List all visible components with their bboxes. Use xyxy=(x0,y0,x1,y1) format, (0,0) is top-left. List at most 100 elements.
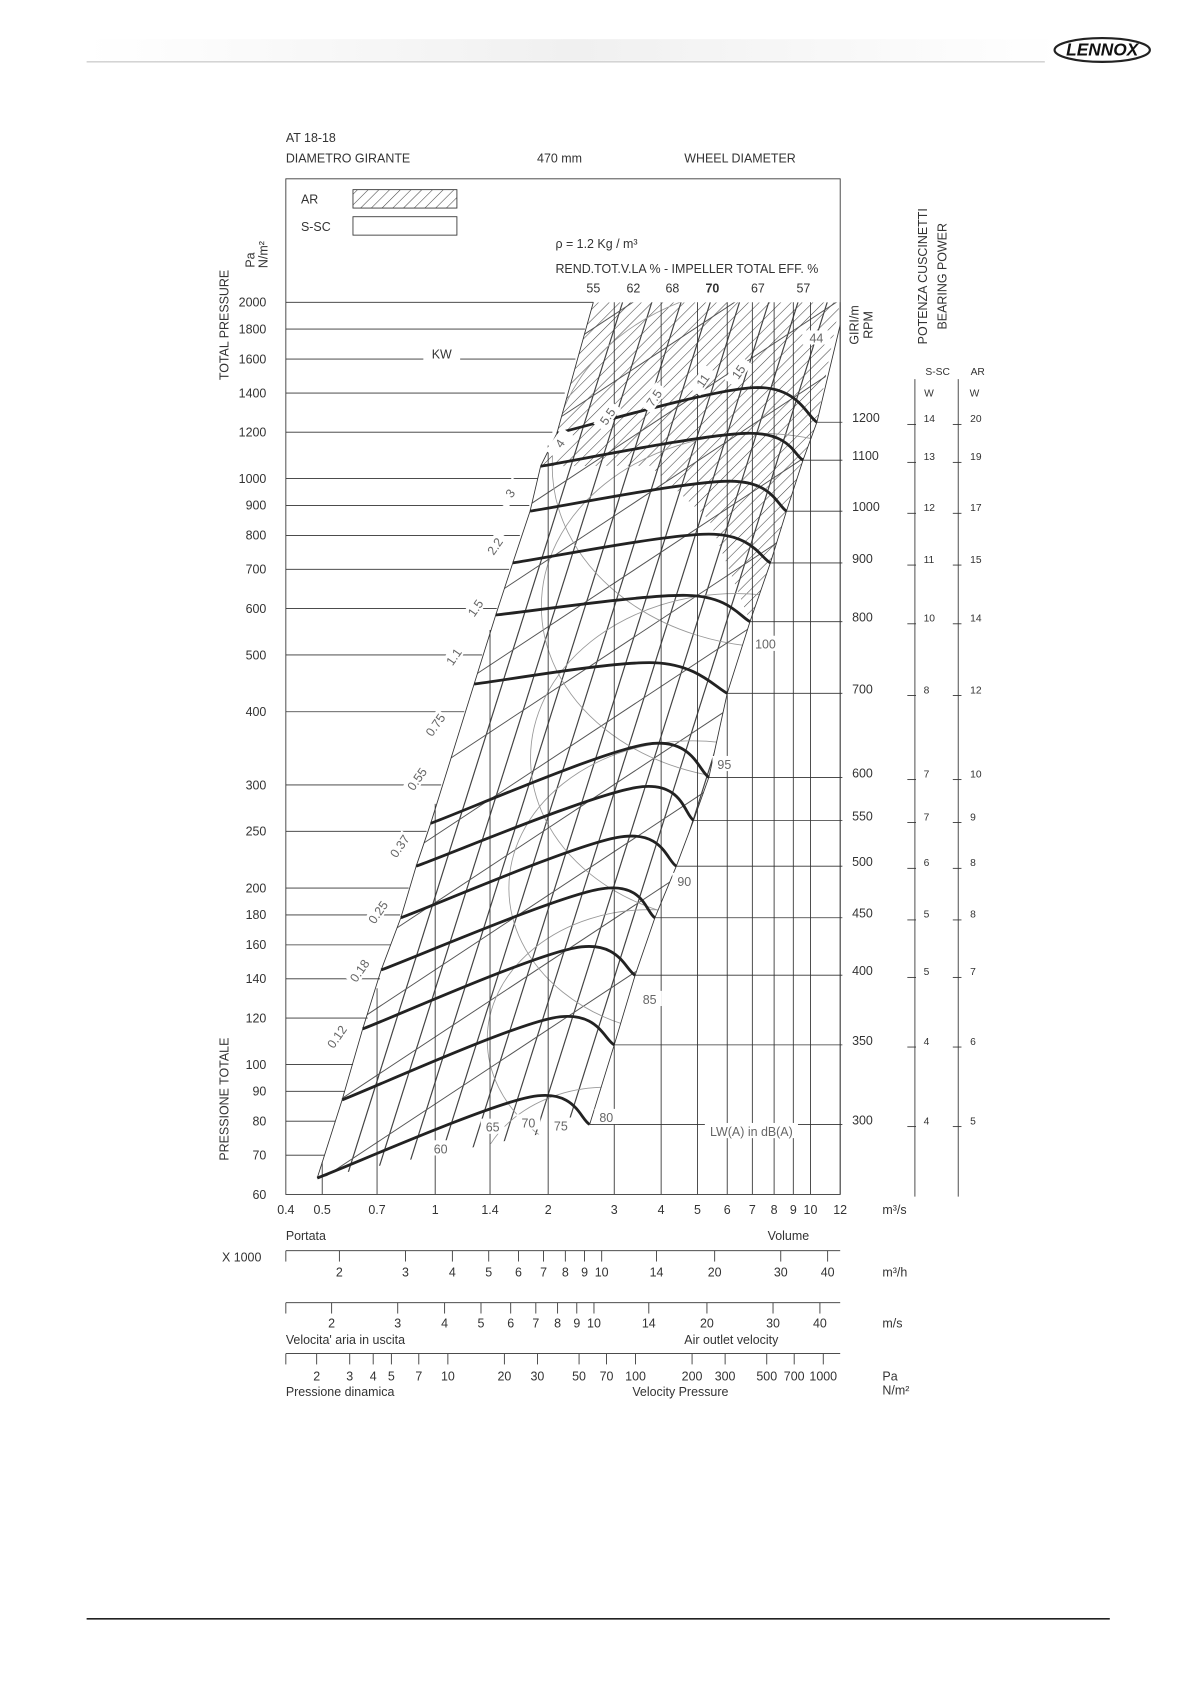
scale-tick-label: 4 xyxy=(370,1370,377,1384)
system-line xyxy=(378,302,739,1179)
scale-tick-label: 10 xyxy=(441,1370,455,1384)
label-bg xyxy=(439,640,468,673)
scale-tick-label: 3 xyxy=(394,1317,401,1331)
db-label: 100 xyxy=(755,638,776,652)
x-tick-label: 1 xyxy=(432,1203,439,1217)
y-tick-label: 700 xyxy=(246,563,267,577)
system-line xyxy=(319,302,680,1179)
bearing-ssc: 13 xyxy=(924,452,936,463)
bearing-ssc: 8 xyxy=(924,685,930,696)
scale-title: Pressione dinamica xyxy=(286,1385,395,1399)
scale-title: Velocity Pressure xyxy=(632,1385,728,1399)
label-bg xyxy=(593,400,622,432)
y-tick-label: 500 xyxy=(246,648,267,662)
scale-tick-label: 1000 xyxy=(809,1370,837,1384)
efficiency-label: 67 xyxy=(751,282,765,296)
legend-label: S-SC xyxy=(301,220,331,234)
scale-tick-label: 20 xyxy=(700,1317,714,1331)
bearing-ar: 14 xyxy=(970,614,982,625)
x-tick-label: 12 xyxy=(833,1203,847,1217)
y-tick-label: 120 xyxy=(246,1011,267,1025)
scale-tick-label: 14 xyxy=(650,1266,664,1280)
bearing-ssc: 5 xyxy=(924,910,930,921)
bearing-ar: 19 xyxy=(970,452,982,463)
db-label: 80 xyxy=(599,1111,613,1125)
rpm-label: 500 xyxy=(852,855,873,869)
scale-tick-label: 50 xyxy=(572,1370,586,1384)
bearing-ssc: 14 xyxy=(924,414,936,425)
efficiency-label: 57 xyxy=(796,282,810,296)
y-axis-title: TOTAL PRESSURE xyxy=(217,270,231,380)
rpm-curve xyxy=(512,532,772,565)
rpm-label: 1000 xyxy=(852,500,880,514)
scale-unit: N/m² xyxy=(882,1384,909,1398)
rpm-axis-title: GIRI/m xyxy=(848,305,862,344)
bearing-ssc: 7 xyxy=(924,769,930,780)
scale-tick-label: 6 xyxy=(507,1317,514,1331)
kw-line xyxy=(317,564,841,924)
y-tick-label: 300 xyxy=(246,778,267,792)
kw-line xyxy=(317,699,841,1058)
scale-tick-label: 70 xyxy=(600,1370,614,1384)
label-bg xyxy=(345,954,374,987)
scale-tick-label: 7 xyxy=(540,1266,547,1280)
scale-tick-label: 3 xyxy=(346,1370,353,1384)
label-bg xyxy=(548,1117,573,1133)
rpm-curve xyxy=(495,593,751,623)
scale-tick-label: 8 xyxy=(554,1317,561,1331)
rpm-label: 800 xyxy=(852,611,873,625)
x-axis-title: Portata xyxy=(286,1229,326,1243)
label-bg xyxy=(385,830,414,862)
bearing-ar: 5 xyxy=(970,1116,976,1127)
scale-tick-label: 10 xyxy=(595,1266,609,1280)
scale-unit: m/s xyxy=(882,1317,902,1331)
bearing-ssc: 7 xyxy=(924,812,930,823)
y-tick-label: 2000 xyxy=(239,296,267,310)
rpm-curve xyxy=(380,886,656,972)
bearing-ar: 10 xyxy=(970,769,982,780)
y-tick-label: 1200 xyxy=(239,426,267,440)
scale-tick-label: 5 xyxy=(485,1266,492,1280)
label-bg xyxy=(545,427,574,459)
y-tick-label: 1000 xyxy=(239,472,267,486)
scale-tick-label: 5 xyxy=(478,1317,485,1331)
label-bg xyxy=(402,763,431,795)
scale-tick-label: 4 xyxy=(449,1266,456,1280)
scale-tick-label: 300 xyxy=(715,1370,736,1384)
bearing-ar: 20 xyxy=(970,414,982,425)
x-tick-label: 4 xyxy=(658,1203,665,1217)
legend-swatch xyxy=(352,189,458,209)
label-bg xyxy=(712,755,737,772)
kw-title: KW xyxy=(432,348,452,362)
label-bg xyxy=(480,1118,505,1134)
scale-title: Velocita' aria in uscita xyxy=(286,1333,405,1347)
label-bg xyxy=(802,330,831,345)
y-tick-label: 80 xyxy=(253,1115,267,1129)
bearing-unit: W xyxy=(970,388,980,399)
scale-tick-label: 9 xyxy=(573,1317,580,1331)
diameter-label: WHEEL DIAMETER xyxy=(684,152,796,166)
scale-title: Air outlet velocity xyxy=(684,1333,779,1347)
scale-tick-label: 700 xyxy=(784,1370,805,1384)
scale-multiplier: X 1000 xyxy=(222,1251,262,1265)
kw-label-group: 1.5 xyxy=(461,592,489,624)
x-tick-label: 1.4 xyxy=(481,1203,498,1217)
rpm-curve xyxy=(341,1015,616,1102)
kw-label-group: 0.55 xyxy=(402,763,431,795)
scale-tick-label: 40 xyxy=(821,1266,835,1280)
rpm-label: 1100 xyxy=(852,449,879,463)
bearing-ar: 9 xyxy=(970,812,976,823)
scale-unit: m³/h xyxy=(882,1266,907,1280)
rpm-label: 550 xyxy=(852,809,873,823)
label-bg xyxy=(495,477,524,509)
rpm-curve xyxy=(316,1094,591,1180)
kw-line xyxy=(317,632,841,991)
kw-label-group: 0.37 xyxy=(385,830,414,862)
db-label: 85 xyxy=(643,993,657,1007)
bearing-ar: 7 xyxy=(970,967,976,978)
bearing-ssc: 4 xyxy=(924,1116,930,1127)
scale-tick-label: 20 xyxy=(497,1370,511,1384)
rpm-label: 900 xyxy=(852,552,873,566)
label-bg xyxy=(421,709,449,741)
db-title: LW(A) in dB(A) xyxy=(710,1125,793,1139)
